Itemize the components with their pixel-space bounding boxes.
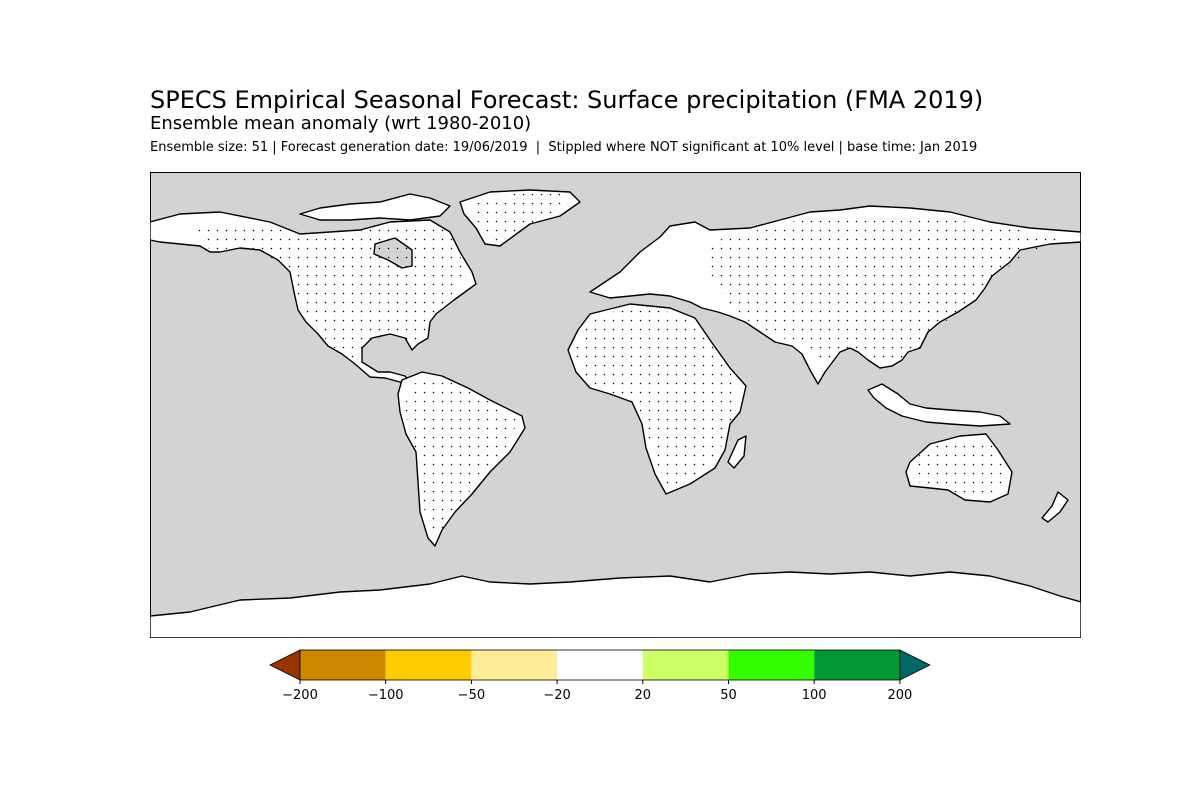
colorbar-bin (385, 650, 472, 680)
colorbar-extend-high (899, 649, 931, 681)
colorbar-extend-low (269, 649, 301, 681)
colorbar-tick-label: −20 (543, 688, 571, 703)
antarctica (150, 571, 1081, 638)
new-zealand (1041, 491, 1069, 523)
world-map (150, 172, 1081, 638)
map-title: SPECS Empirical Seasonal Forecast: Surfa… (150, 86, 984, 114)
colorbar-tick-label: 200 (887, 688, 913, 703)
arctic-islands (299, 193, 451, 221)
colorbar-tick-label: −200 (282, 688, 318, 703)
colorbar-bin (814, 650, 900, 680)
colorbar (269, 649, 931, 684)
colorbar-frame (299, 649, 901, 681)
colorbar-tick-label: 50 (720, 688, 737, 703)
map-subtitle: Ensemble mean anomaly (wrt 1980-2010) (150, 113, 532, 134)
colorbar-tick-label: −50 (457, 688, 486, 703)
colorbar-tick-label: 100 (801, 688, 827, 703)
madagascar (727, 435, 747, 469)
stipple-overlay (190, 194, 1070, 536)
colorbar-bin (471, 650, 558, 680)
southeast-asia-islands (867, 383, 1011, 427)
colorbar-bin (728, 650, 815, 680)
colorbar-bin (300, 650, 386, 680)
colorbar-bin (557, 650, 643, 680)
colorbar-tick-label: −100 (367, 688, 404, 703)
colorbar-tick-label: 20 (634, 688, 652, 703)
colorbar-bin (642, 650, 729, 680)
forecast-info: Ensemble size: 51 | Forecast generation … (150, 140, 978, 155)
